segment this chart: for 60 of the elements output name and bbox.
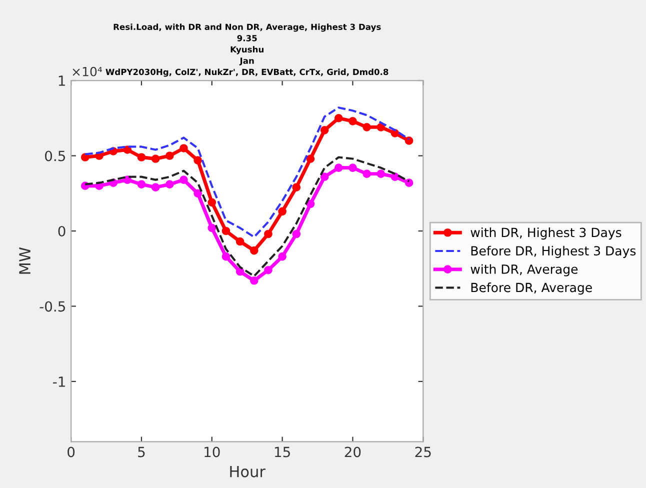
point bbox=[362, 170, 371, 178]
y-tick-label: -1 bbox=[53, 376, 65, 387]
text: ×10⁴ bbox=[72, 66, 102, 76]
point bbox=[306, 200, 315, 208]
point bbox=[194, 156, 202, 164]
point bbox=[165, 180, 174, 189]
point bbox=[348, 116, 357, 126]
point bbox=[137, 180, 146, 189]
x-axis-title: Hour bbox=[230, 466, 266, 478]
y-tick-label: 0 bbox=[58, 226, 66, 236]
point bbox=[404, 136, 414, 145]
point bbox=[278, 207, 286, 216]
point bbox=[306, 154, 315, 163]
point bbox=[348, 164, 357, 172]
legend-label: Before DR, Highest 3 Days bbox=[471, 246, 636, 258]
point bbox=[236, 267, 244, 276]
point bbox=[194, 189, 202, 198]
point bbox=[165, 152, 174, 160]
point bbox=[376, 123, 386, 132]
point bbox=[250, 276, 258, 285]
y-axis-title: MW bbox=[19, 247, 30, 274]
x-tick-label: 25 bbox=[415, 446, 431, 458]
x-tick-label: 0 bbox=[68, 446, 75, 458]
x-tick-label: 15 bbox=[274, 446, 290, 458]
point bbox=[292, 230, 301, 238]
point bbox=[180, 176, 188, 184]
point bbox=[151, 183, 160, 192]
point bbox=[278, 252, 286, 261]
point bbox=[292, 183, 301, 192]
point bbox=[151, 154, 160, 163]
legend-label: Before DR, Average bbox=[471, 282, 592, 295]
point bbox=[123, 176, 132, 184]
point bbox=[123, 146, 132, 154]
x-tick-label: 10 bbox=[204, 446, 220, 458]
legend-label: with DR, Highest 3 Days bbox=[470, 228, 622, 240]
point bbox=[208, 198, 216, 207]
point bbox=[334, 114, 343, 122]
point bbox=[208, 224, 216, 232]
point bbox=[264, 230, 272, 238]
x-tick-label: 20 bbox=[344, 446, 361, 458]
point bbox=[180, 144, 188, 152]
x-tick-label: 5 bbox=[138, 446, 145, 458]
point bbox=[334, 164, 343, 172]
point bbox=[320, 172, 329, 181]
y-tick-label: 1 bbox=[58, 76, 65, 86]
y-tick-label: 0.5 bbox=[45, 150, 65, 162]
point bbox=[376, 170, 386, 178]
point bbox=[137, 153, 146, 162]
point bbox=[320, 126, 329, 134]
point bbox=[404, 178, 414, 188]
point bbox=[264, 266, 272, 274]
point bbox=[236, 237, 244, 246]
y-tick-label: -0.5 bbox=[40, 301, 65, 312]
point bbox=[222, 252, 230, 261]
point bbox=[362, 123, 371, 132]
legend-label: with DR, Average bbox=[470, 264, 578, 276]
point bbox=[80, 153, 90, 162]
point bbox=[222, 226, 230, 236]
point bbox=[250, 246, 258, 255]
chart-title: Resi.Load, with DR and Non DR, Average, Highest 3 Days 9.35 Kyushu Jan WdPY2030Hg, ColZ', NukZr', DR, EVBatt, CrTx, Grid, Dmd0.8 bbox=[106, 24, 388, 77]
